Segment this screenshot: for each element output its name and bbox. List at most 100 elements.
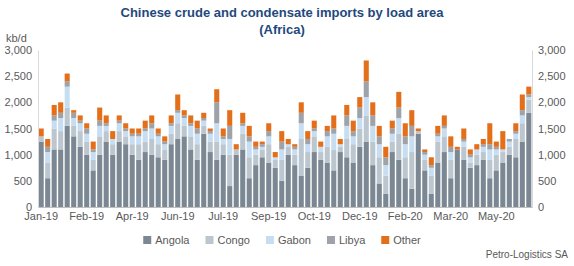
bar: [110, 131, 115, 139]
bar: [305, 152, 310, 168]
bar: [507, 142, 512, 147]
y2-tick: 500: [532, 175, 556, 187]
series-0: [39, 113, 532, 207]
bar: [396, 92, 401, 108]
bar: [188, 115, 193, 123]
bar: [247, 126, 252, 136]
bar: [520, 123, 525, 141]
bar: [474, 165, 479, 207]
bar: [260, 149, 265, 157]
legend-item: Angola: [143, 234, 190, 246]
bar: [58, 113, 63, 118]
bar: [383, 147, 388, 157]
y-tick-label: 3,000: [4, 44, 32, 56]
legend-swatch: [206, 236, 214, 244]
bar: [325, 147, 330, 163]
x-tick: Oct-19: [298, 207, 331, 222]
bar: [461, 139, 466, 142]
bar: [494, 155, 499, 171]
bar: [260, 144, 265, 147]
bar: [175, 139, 180, 207]
bar: [273, 168, 278, 207]
bar: [188, 149, 193, 207]
bar: [364, 115, 369, 141]
bar: [123, 123, 128, 128]
bar: [279, 142, 284, 150]
bar: [461, 160, 466, 207]
bar: [312, 152, 317, 207]
bar: [260, 142, 265, 145]
bar: [266, 136, 271, 144]
bar: [338, 152, 343, 207]
bar: [481, 139, 486, 144]
bar: [500, 163, 505, 207]
bar: [507, 139, 512, 142]
bar: [474, 155, 479, 165]
bar: [409, 110, 414, 126]
bar: [494, 170, 499, 207]
bar: [370, 126, 375, 142]
series-4: [39, 60, 532, 165]
bar: [318, 152, 323, 160]
bar: [344, 157, 349, 207]
bar: [409, 189, 414, 207]
bar: [422, 155, 427, 160]
bar: [162, 136, 167, 141]
bar: [162, 160, 167, 207]
bar: [305, 168, 310, 207]
bar: [84, 155, 89, 207]
legend-label: Gabon: [278, 234, 311, 246]
x-tick: Jul-19: [208, 207, 238, 222]
bar: [188, 123, 193, 126]
bar: [182, 126, 187, 136]
bar: [429, 157, 434, 165]
y-axis-line: [38, 51, 39, 208]
bar: [130, 136, 135, 144]
bar: [39, 136, 44, 141]
bar: [45, 163, 50, 179]
bar: [136, 136, 141, 144]
bar: [507, 138, 512, 139]
bar: [97, 155, 102, 207]
bar: [201, 113, 206, 118]
bar: [78, 121, 83, 124]
bar: [91, 149, 96, 152]
y-tick-label: 2,000: [4, 96, 32, 108]
bar: [182, 110, 187, 115]
bar: [312, 136, 317, 152]
bar: [162, 149, 167, 159]
bar: [188, 136, 193, 149]
y-axis-label: kb/d: [6, 32, 27, 44]
bar: [162, 144, 167, 149]
y-tick: 500: [14, 175, 38, 187]
bar: [201, 118, 206, 121]
bar: [513, 157, 518, 207]
bar: [58, 102, 63, 112]
bar: [84, 123, 89, 128]
bar: [182, 118, 187, 126]
bar: [156, 157, 161, 207]
y2-tick: 1,500: [532, 123, 566, 135]
bar: [39, 142, 44, 207]
bar: [221, 155, 226, 207]
bar: [487, 123, 492, 144]
x-tick: Feb-20: [388, 207, 423, 222]
bar: [117, 131, 122, 141]
bar: [149, 123, 154, 128]
bar: [240, 149, 245, 207]
bar: [234, 144, 239, 149]
bar: [195, 160, 200, 207]
bar: [526, 113, 531, 207]
bar: [429, 176, 434, 194]
bar: [292, 144, 297, 147]
y2-tick-label: 1,500: [538, 123, 566, 135]
bar: [208, 152, 213, 207]
bar: [117, 142, 122, 207]
bar: [442, 152, 447, 207]
bar: [227, 186, 232, 207]
legend-swatch: [381, 236, 389, 244]
bar: [45, 139, 50, 147]
bar: [390, 152, 395, 207]
x-tick-label: Sep-19: [251, 210, 286, 222]
bar: [344, 115, 349, 125]
